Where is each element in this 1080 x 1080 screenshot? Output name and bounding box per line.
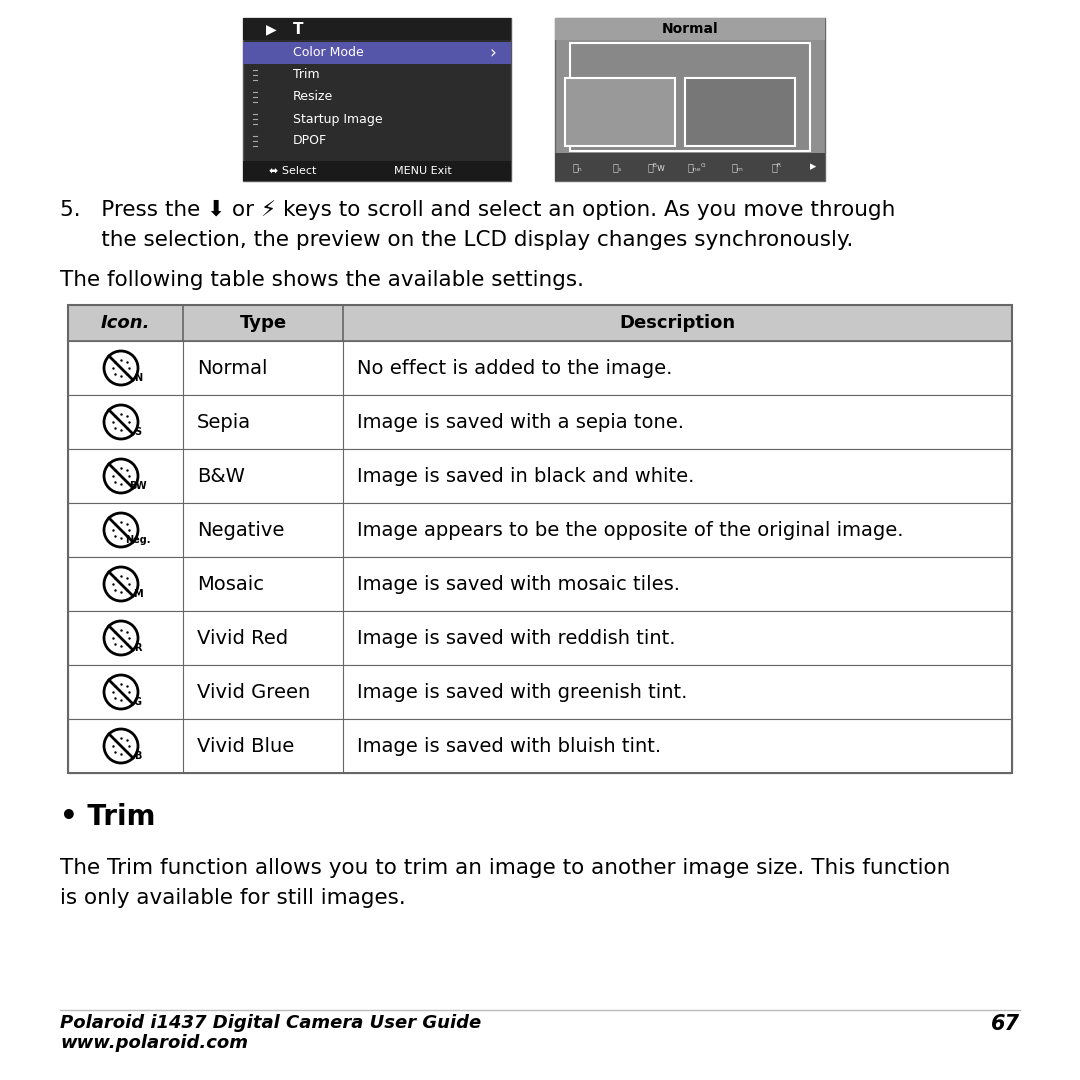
Text: www.polaroid.com: www.polaroid.com (60, 1034, 248, 1052)
Text: G: G (134, 697, 141, 707)
Text: S: S (134, 427, 141, 437)
Text: is only available for still images.: is only available for still images. (60, 888, 406, 908)
Text: N: N (134, 373, 143, 383)
Text: Neg.: Neg. (125, 535, 151, 545)
Text: Normal: Normal (197, 359, 268, 378)
Text: The following table shows the available settings.: The following table shows the available … (60, 270, 584, 291)
Text: B: B (134, 751, 141, 761)
Text: MENU Exit: MENU Exit (394, 166, 451, 176)
Text: DPOF: DPOF (293, 135, 327, 148)
Text: Polaroid i1437 Digital Camera User Guide: Polaroid i1437 Digital Camera User Guide (60, 1014, 482, 1032)
Bar (243, 161, 511, 181)
Bar (68, 503, 1012, 557)
Text: Vivid Blue: Vivid Blue (197, 737, 294, 756)
Bar (68, 305, 1012, 773)
Bar (555, 18, 825, 181)
Text: Ⓝᴿ: Ⓝᴿ (772, 162, 782, 172)
Text: Type: Type (240, 314, 286, 332)
Text: Image is saved with reddish tint.: Image is saved with reddish tint. (357, 629, 675, 648)
Text: Vivid Red: Vivid Red (197, 629, 288, 648)
Text: Resize: Resize (293, 91, 334, 104)
Bar (570, 43, 810, 151)
Text: Negative: Negative (197, 521, 284, 540)
Text: Color Mode: Color Mode (293, 46, 364, 59)
Text: 5.   Press the ⬇ or ⚡ keys to scroll and select an option. As you move through: 5. Press the ⬇ or ⚡ keys to scroll and s… (60, 200, 895, 220)
Text: Icon.: Icon. (100, 314, 150, 332)
Text: No effect is added to the image.: No effect is added to the image. (357, 359, 673, 378)
Bar (68, 611, 1012, 665)
Text: Description: Description (619, 314, 735, 332)
Text: Normal: Normal (662, 22, 718, 36)
Bar (68, 665, 1012, 719)
Text: Mosaic: Mosaic (197, 575, 264, 594)
Bar (68, 395, 1012, 449)
Text: the selection, the preview on the LCD display changes synchronously.: the selection, the preview on the LCD di… (60, 230, 853, 249)
Text: ▶: ▶ (266, 22, 276, 36)
Text: Image is saved with bluish tint.: Image is saved with bluish tint. (357, 737, 661, 756)
Bar (555, 153, 825, 181)
Bar (243, 18, 511, 40)
Text: T: T (293, 22, 303, 37)
Text: Image is saved with a sepia tone.: Image is saved with a sepia tone. (357, 413, 684, 432)
Text: B&W: B&W (197, 467, 245, 486)
Bar (68, 719, 1012, 773)
Text: Image is saved in black and white.: Image is saved in black and white. (357, 467, 694, 486)
Bar (68, 449, 1012, 503)
Bar (68, 341, 1012, 395)
Bar (68, 557, 1012, 611)
Text: Ⓝₛ: Ⓝₛ (612, 162, 622, 172)
Text: 67: 67 (991, 1014, 1020, 1034)
Text: Ⓝₘ: Ⓝₘ (731, 162, 743, 172)
Text: ⬌ Select: ⬌ Select (269, 166, 316, 176)
Bar (243, 42, 511, 64)
Bar (243, 18, 511, 181)
Bar (68, 305, 1012, 341)
Text: ▸: ▸ (810, 161, 816, 174)
Text: Image appears to be the opposite of the original image.: Image appears to be the opposite of the … (357, 521, 904, 540)
Text: Ⓝₙ: Ⓝₙ (572, 162, 582, 172)
Text: Ⓝₙₑᴳ: Ⓝₙₑᴳ (688, 162, 706, 172)
Text: • Trim: • Trim (60, 804, 156, 831)
Bar (555, 18, 825, 40)
Text: Vivid Green: Vivid Green (197, 683, 310, 702)
Bar (685, 78, 795, 146)
Text: BW: BW (130, 481, 147, 491)
Text: M: M (133, 589, 143, 599)
Text: Ⓝᴮᴡ: Ⓝᴮᴡ (648, 162, 666, 172)
Text: R: R (134, 643, 141, 653)
Text: Image is saved with greenish tint.: Image is saved with greenish tint. (357, 683, 687, 702)
Bar (565, 78, 675, 146)
Text: Trim: Trim (293, 68, 320, 81)
Text: Startup Image: Startup Image (293, 112, 382, 125)
Text: ›: › (489, 44, 497, 62)
Text: The Trim function allows you to trim an image to another image size. This functi: The Trim function allows you to trim an … (60, 858, 950, 878)
Text: Image is saved with mosaic tiles.: Image is saved with mosaic tiles. (357, 575, 680, 594)
Text: Sepia: Sepia (197, 413, 252, 432)
